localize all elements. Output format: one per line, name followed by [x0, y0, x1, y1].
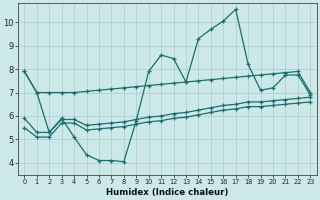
X-axis label: Humidex (Indice chaleur): Humidex (Indice chaleur)	[106, 188, 228, 197]
